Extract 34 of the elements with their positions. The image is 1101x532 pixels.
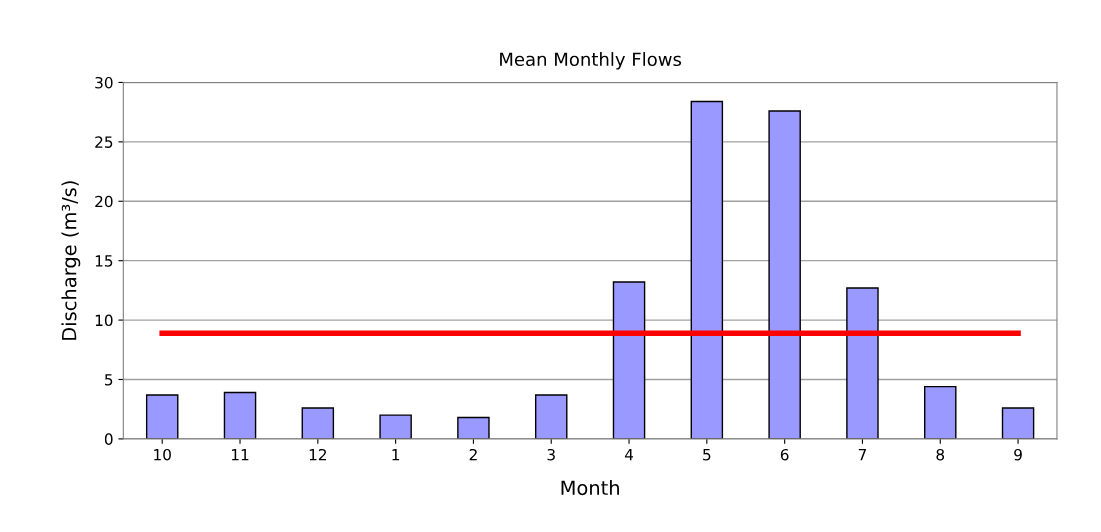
bar bbox=[846, 287, 879, 439]
x-tick-label: 7 bbox=[858, 449, 866, 461]
bar bbox=[301, 407, 335, 439]
bar bbox=[612, 281, 646, 439]
y-tick-label: 15 bbox=[95, 255, 113, 267]
bar bbox=[923, 385, 957, 439]
y-tick-label: 20 bbox=[95, 195, 113, 208]
y-axis-title: Discharge (m³/s) bbox=[61, 181, 81, 340]
bar bbox=[457, 416, 490, 439]
bar bbox=[690, 100, 724, 439]
x-tick-label: 12 bbox=[309, 448, 327, 461]
x-tick-label: 8 bbox=[936, 448, 945, 461]
bar bbox=[768, 110, 801, 439]
x-tick-label: 10 bbox=[154, 448, 171, 461]
x-tick-label: 6 bbox=[780, 448, 789, 461]
x-tick-label: 4 bbox=[624, 449, 634, 461]
y-tick-label: 10 bbox=[95, 314, 113, 327]
bar bbox=[534, 394, 568, 439]
x-tick-label: 5 bbox=[703, 449, 711, 461]
y-tick-label: 5 bbox=[105, 374, 113, 386]
bar bbox=[223, 391, 257, 439]
x-tick-label: 11 bbox=[231, 449, 249, 461]
x-tick-label: 1 bbox=[392, 449, 400, 461]
x-tick-label: 9 bbox=[1014, 448, 1022, 461]
bar bbox=[145, 394, 179, 439]
bar bbox=[379, 414, 412, 439]
y-tick-label: 30 bbox=[95, 76, 113, 89]
y-tick-label: 25 bbox=[95, 136, 113, 148]
x-tick-label: 2 bbox=[469, 448, 477, 461]
y-tick-label: 0 bbox=[104, 433, 113, 445]
x-axis-title: Month bbox=[561, 480, 619, 496]
x-tick-label: 3 bbox=[547, 448, 555, 461]
bar bbox=[1001, 407, 1035, 439]
chart-title: Mean Monthly Flows bbox=[500, 52, 682, 70]
